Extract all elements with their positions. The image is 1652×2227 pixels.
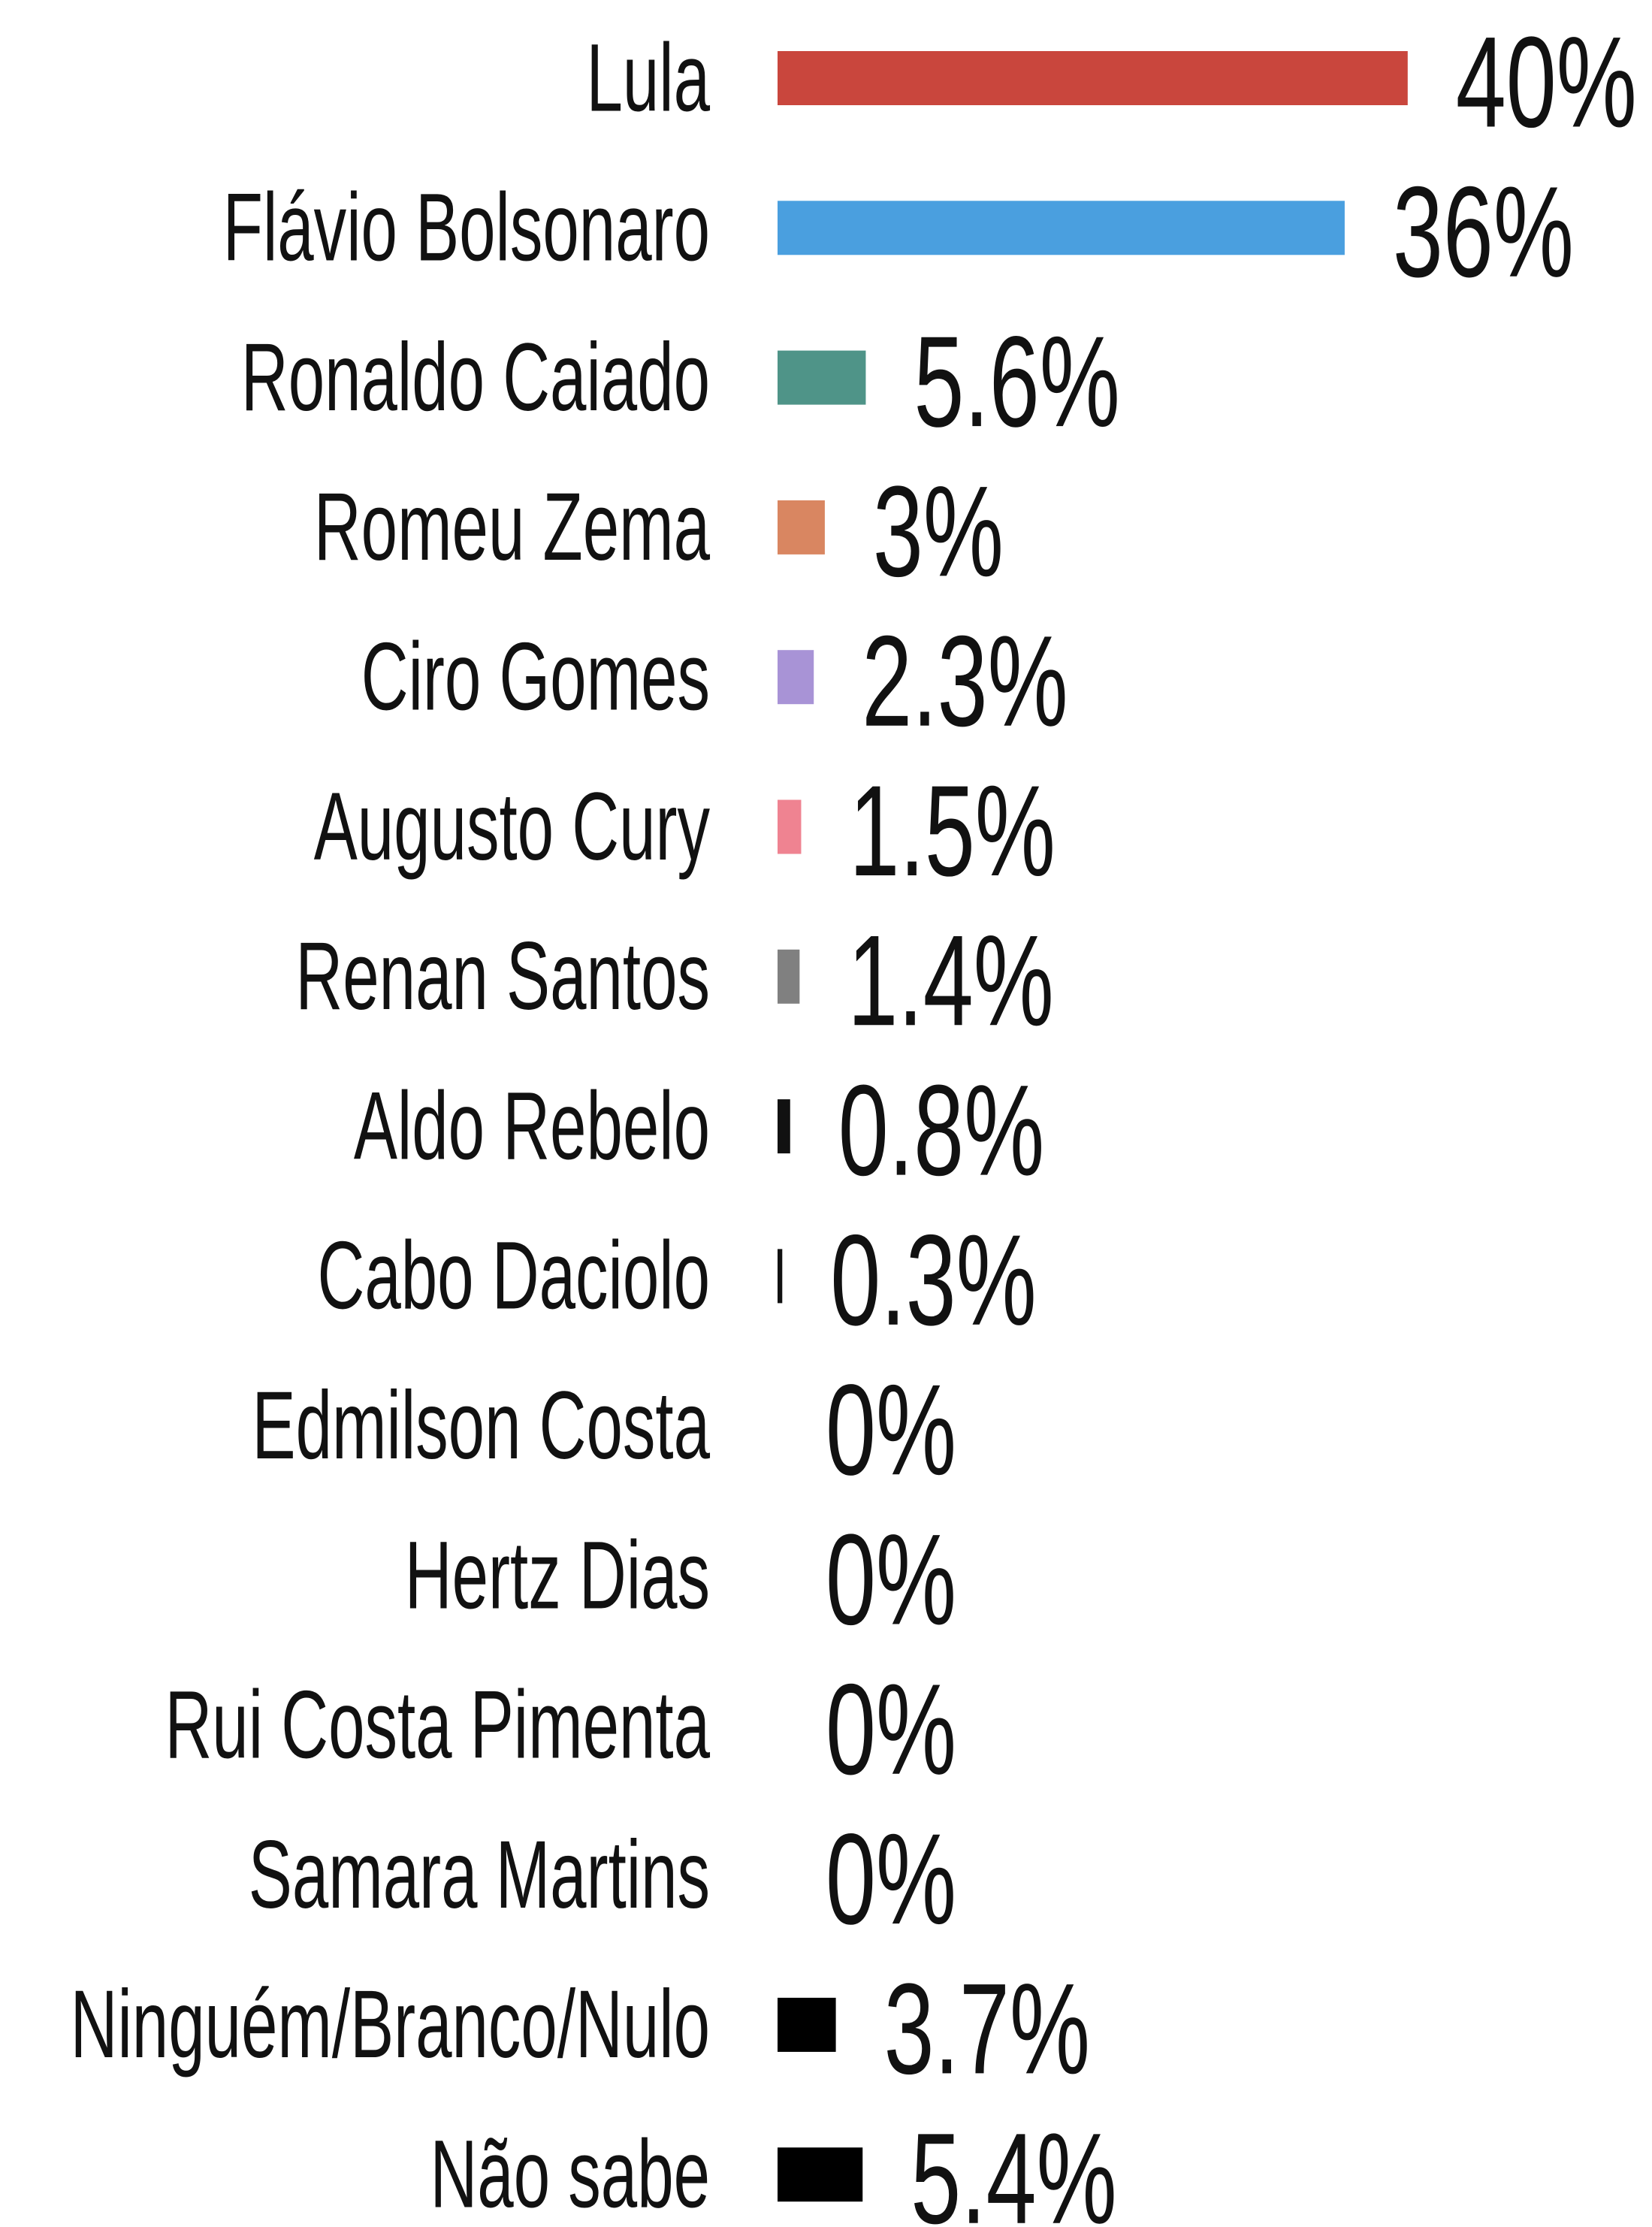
category-label: Augusto Cury bbox=[314, 773, 710, 881]
value-label: 0% bbox=[826, 1508, 956, 1651]
value-label: 0% bbox=[826, 1658, 956, 1802]
value-label: 0.3% bbox=[830, 1209, 1036, 1352]
value-label: 1.4% bbox=[847, 909, 1053, 1053]
category-label: Edmilson Costa bbox=[252, 1372, 711, 1479]
category-label: Rui Costa Pimenta bbox=[165, 1672, 710, 1779]
value-label: 3.7% bbox=[884, 1957, 1090, 2101]
category-label: Cabo Daciolo bbox=[318, 1222, 710, 1330]
category-label: Flávio Bolsonaro bbox=[223, 174, 710, 282]
category-label: Não sabe bbox=[430, 2121, 710, 2227]
category-label: Hertz Dias bbox=[405, 1522, 710, 1630]
category-label: Aldo Rebelo bbox=[354, 1073, 710, 1180]
bar bbox=[778, 201, 1345, 255]
value-label: 0% bbox=[826, 1808, 956, 1951]
value-label: 5.6% bbox=[914, 310, 1119, 454]
bar bbox=[778, 51, 1408, 105]
bar bbox=[778, 799, 802, 854]
value-label: 40% bbox=[1456, 11, 1637, 154]
category-label: Romeu Zema bbox=[314, 474, 710, 582]
value-label: 2.3% bbox=[862, 610, 1068, 754]
value-label: 1.5% bbox=[849, 760, 1055, 903]
value-label: 0.8% bbox=[838, 1059, 1044, 1203]
bar bbox=[778, 1997, 836, 2052]
category-label: Ronaldo Caiado bbox=[241, 324, 710, 431]
bar bbox=[778, 500, 825, 554]
category-label: Renan Santos bbox=[295, 923, 710, 1030]
bar bbox=[778, 1099, 790, 1154]
bar bbox=[778, 949, 800, 1004]
category-label: Samara Martins bbox=[249, 1821, 710, 1929]
bar bbox=[778, 2147, 863, 2202]
value-label: 36% bbox=[1393, 161, 1574, 304]
category-label: Ninguém/Branco/Nulo bbox=[71, 1972, 710, 2079]
value-label: 5.4% bbox=[911, 2108, 1116, 2227]
category-label: Ciro Gomes bbox=[361, 624, 710, 731]
bar bbox=[778, 650, 814, 705]
category-label: Lula bbox=[586, 25, 710, 132]
bar bbox=[778, 350, 866, 405]
value-label: 3% bbox=[873, 460, 1004, 603]
value-label: 0% bbox=[826, 1358, 956, 1502]
bar bbox=[778, 1249, 783, 1304]
